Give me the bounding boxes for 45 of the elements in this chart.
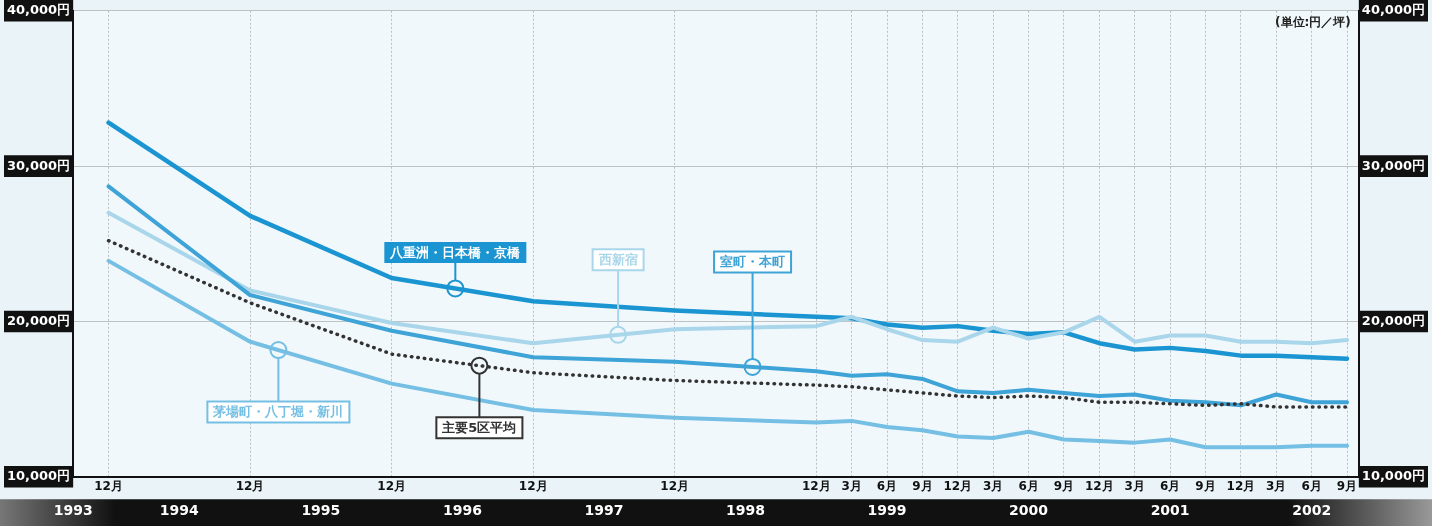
x-tick-label: 6月 bbox=[1018, 479, 1039, 494]
x-tick-label: 12月 bbox=[518, 479, 548, 494]
x2-tick-label: 1993 bbox=[53, 502, 93, 519]
x-tick-label: 12月 bbox=[943, 479, 973, 494]
x2-tick-label: 1997 bbox=[584, 502, 624, 519]
text: 茅場町・八丁堀・新川 bbox=[212, 404, 344, 420]
x-tick-label: 12月 bbox=[377, 479, 406, 494]
x2-tick-label: 2000 bbox=[1009, 502, 1049, 519]
x-tick-label: 6月 bbox=[1301, 479, 1322, 494]
x2-tick-label: 1998 bbox=[726, 502, 765, 519]
series-label: 八重洲・日本橋・京橋 bbox=[389, 244, 522, 260]
x-tick-label: 9月 bbox=[1053, 479, 1075, 494]
x-tick-label: 6月 bbox=[876, 479, 898, 494]
x-tick-label: 9月 bbox=[912, 479, 933, 494]
y-tick-label: 20,000円 bbox=[6, 312, 71, 328]
x-tick-label: 12月 bbox=[1084, 479, 1114, 494]
x-tick-label: 3月 bbox=[841, 479, 862, 494]
x-tick-label: 12月 bbox=[660, 479, 690, 494]
x-tick-label: 3月 bbox=[1266, 479, 1287, 494]
y2-tick-label: 10,000円 bbox=[1361, 468, 1426, 484]
y2-tick-label: 20,000円 bbox=[1361, 312, 1426, 328]
text: 西新宿 bbox=[597, 252, 638, 268]
y-tick-label: 40,000円 bbox=[6, 2, 71, 18]
x2-tick-label: 2001 bbox=[1150, 502, 1190, 519]
x2-tick-label: 1994 bbox=[159, 502, 200, 519]
y-tick-label: 10,000円 bbox=[6, 468, 71, 484]
y2-tick-label: 30,000円 bbox=[1361, 157, 1426, 173]
x-tick-label: 12月 bbox=[801, 479, 831, 494]
annotation: (単位:円／坪) bbox=[1275, 14, 1351, 29]
text: 主要5区平均 bbox=[441, 420, 517, 436]
x-tick-label: 6月 bbox=[1159, 479, 1181, 494]
text: 室町・本町 bbox=[720, 254, 786, 270]
x2-tick-label: 2002 bbox=[1292, 502, 1332, 519]
x2-tick-label: 1996 bbox=[442, 502, 482, 519]
x-tick-label: 12月 bbox=[1226, 479, 1256, 494]
x-tick-label: 9月 bbox=[1336, 479, 1358, 494]
y-tick-label: 30,000円 bbox=[6, 157, 71, 173]
x-tick-label: 3月 bbox=[983, 479, 1004, 494]
x-tick-label: 3月 bbox=[1124, 479, 1145, 494]
x-tick-label: 12月 bbox=[235, 479, 265, 494]
x2-tick-label: 1995 bbox=[301, 502, 341, 519]
y2-tick-label: 40,000円 bbox=[1361, 2, 1426, 18]
x-tick-label: 12月 bbox=[94, 479, 123, 494]
x-tick-label: 9月 bbox=[1195, 479, 1216, 494]
x2-tick-label: 1999 bbox=[867, 502, 907, 519]
